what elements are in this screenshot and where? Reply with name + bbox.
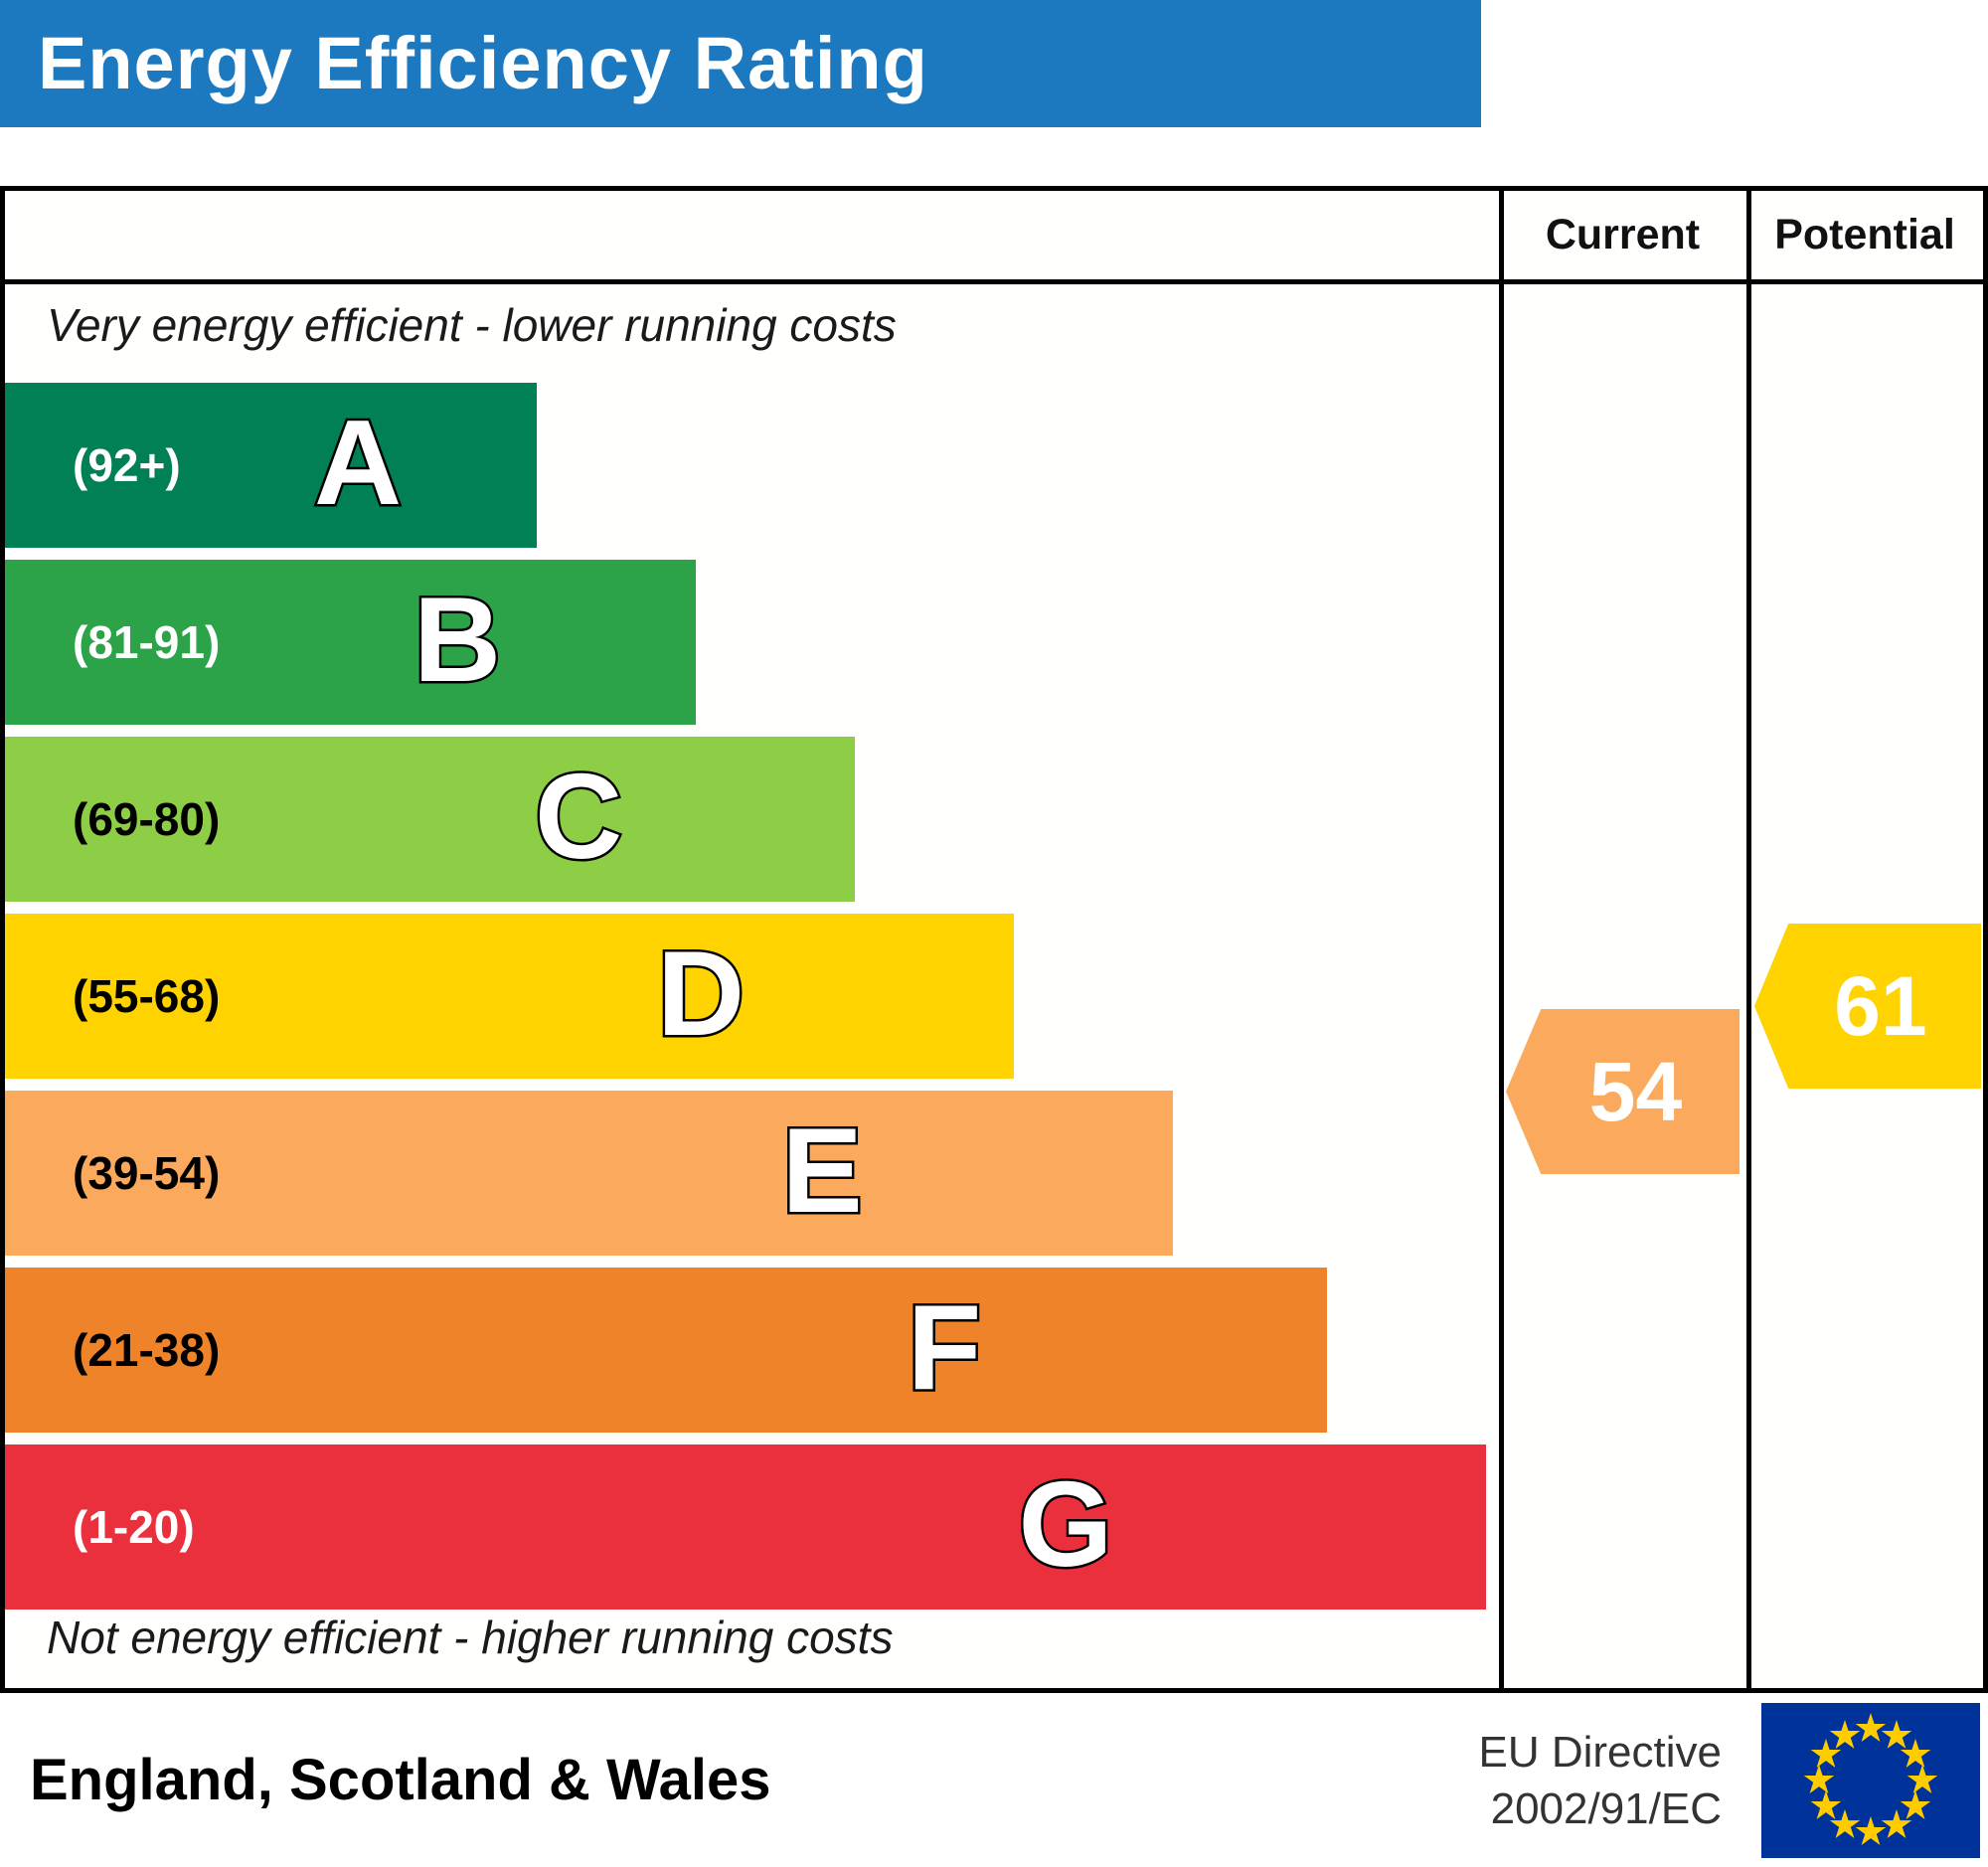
band-range-label: (92+) (73, 439, 181, 491)
eu-flag-icon (1761, 1703, 1980, 1858)
caption-very-efficient: Very energy efficient - lower running co… (47, 299, 897, 351)
band-row-c: (69-80) C (5, 737, 855, 902)
rating-chart-box: Current Potential Very energy efficient … (0, 186, 1988, 1693)
column-header-rule (5, 279, 1983, 284)
caption-not-efficient: Not energy efficient - higher running co… (47, 1612, 894, 1663)
chart-title-bar: Energy Efficiency Rating (0, 0, 1481, 127)
eu-directive-line1: EU Directive (1478, 1727, 1723, 1777)
band-row-f: (21-38) F (5, 1268, 1327, 1433)
band-letter: C (532, 747, 624, 887)
band-letter: G (1016, 1454, 1115, 1595)
band-range-label: (69-80) (73, 793, 221, 845)
band-range-label: (81-91) (73, 616, 221, 668)
band-row-d: (55-68) D (5, 914, 1014, 1079)
band-letter: D (654, 924, 746, 1064)
band-letter: B (411, 570, 503, 710)
footer: England, Scotland & Wales EU Directive 2… (0, 1693, 1988, 1867)
band-row-g: (1-20) G (5, 1444, 1486, 1610)
eu-directive-line2: 2002/91/EC (1490, 1783, 1722, 1833)
potential-rating-arrow: 61 (1754, 924, 1981, 1089)
column-divider-current (1499, 191, 1504, 1688)
band-letter: F (905, 1277, 984, 1418)
band-row-a: (92+) A (5, 383, 537, 548)
column-header-potential-label: Potential (1774, 211, 1955, 258)
band-range-label: (21-38) (73, 1324, 221, 1376)
current-rating-arrow: 54 (1506, 1009, 1740, 1174)
band-letter: A (311, 393, 404, 533)
band-row-e: (39-54) E (5, 1091, 1173, 1256)
band-row-b: (81-91) B (5, 560, 696, 725)
band-range-label: (39-54) (73, 1147, 221, 1199)
column-header-current-label: Current (1545, 211, 1701, 258)
region-label: England, Scotland & Wales (30, 1748, 771, 1812)
band-letter: E (779, 1101, 865, 1241)
band-range-label: (1-20) (73, 1501, 195, 1553)
band-range-label: (55-68) (73, 970, 221, 1022)
chart-title: Energy Efficiency Rating (38, 22, 928, 104)
column-divider-potential (1746, 191, 1751, 1688)
eu-directive-label: EU Directive 2002/91/EC (1479, 1723, 1723, 1836)
